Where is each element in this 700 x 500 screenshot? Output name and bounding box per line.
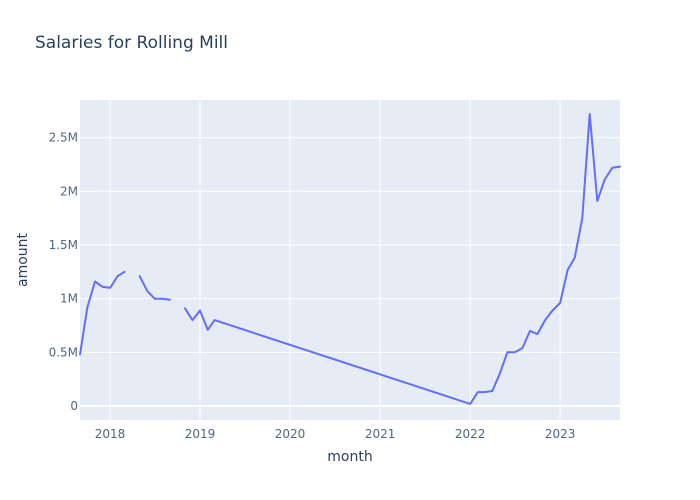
series-lines xyxy=(79,113,621,405)
y-tick-label: 2.5M xyxy=(49,131,78,145)
y-tick-label: 0 xyxy=(70,399,78,413)
x-tick-label: 2020 xyxy=(275,427,306,441)
x-tick-label: 2022 xyxy=(455,427,486,441)
x-tick-labels: 2018 2019 2020 2021 2022 2023 xyxy=(95,427,576,441)
y-tick-label: 0.5M xyxy=(49,345,78,359)
y-tick-label: 1.5M xyxy=(49,238,78,252)
plot-area xyxy=(80,100,620,420)
grid-lines xyxy=(80,100,620,420)
x-tick-label: 2021 xyxy=(365,427,396,441)
x-tick-label: 2023 xyxy=(545,427,576,441)
x-tick-label: 2018 xyxy=(95,427,126,441)
y-tick-label: 2M xyxy=(60,184,78,198)
series-line-segment xyxy=(184,113,621,405)
y-axis-title: amount xyxy=(15,232,31,287)
x-axis-title: month xyxy=(327,449,372,465)
chart-title: Salaries for Rolling Mill xyxy=(35,33,228,53)
x-tick-label: 2019 xyxy=(185,427,216,441)
y-tick-labels: 0 0.5M 1M 1.5M 2M 2.5M xyxy=(49,131,78,413)
y-tick-label: 1M xyxy=(60,292,78,306)
